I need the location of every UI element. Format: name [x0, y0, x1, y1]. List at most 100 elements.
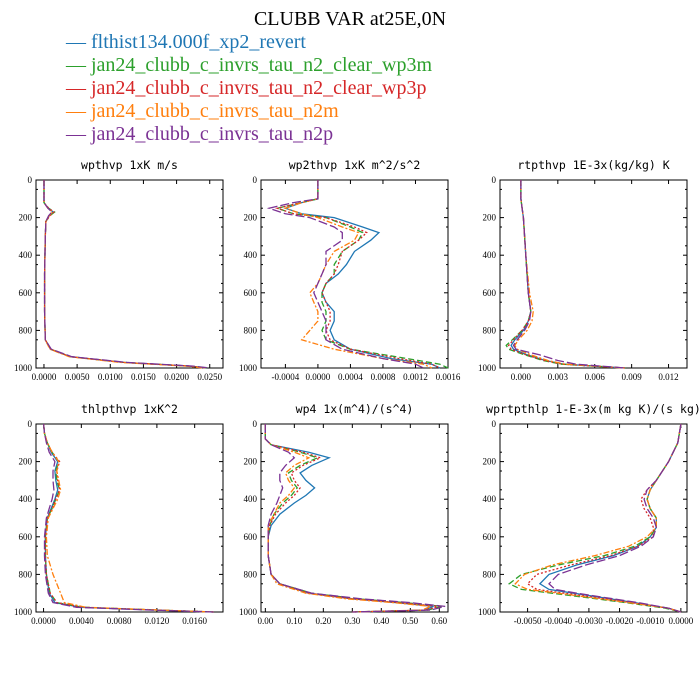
series-line [264, 424, 443, 613]
series-line [274, 180, 441, 369]
panel-title: thlpthvp 1xK^2 [81, 402, 178, 416]
legend-item: — jan24_clubb_c_invrs_tau_n2p [66, 123, 432, 146]
series-line [548, 423, 682, 613]
legend-swatch: — [66, 54, 91, 76]
y-tick-label: 200 [483, 213, 497, 223]
panel: rtpthvp 1E-3x(kg/kg) K 0 200 400 600 800 1000 0… [478, 158, 688, 382]
y-tick-label: 400 [483, 250, 497, 260]
series-line [507, 180, 626, 369]
series-line [283, 180, 441, 369]
y-tick-label: 600 [19, 288, 33, 298]
y-tick-label: 800 [244, 569, 258, 579]
x-tick-label: -0.0050 [514, 616, 542, 626]
y-tick-label: 600 [483, 288, 497, 298]
series-line [526, 423, 682, 613]
series-line [283, 180, 432, 369]
panel-frame [499, 423, 688, 613]
series-line [266, 180, 424, 369]
series-line [43, 180, 204, 369]
y-tick-label: 200 [19, 457, 33, 467]
panel-frame [260, 179, 449, 369]
y-tick-label: 1000 [239, 363, 258, 373]
y-tick-label: 1000 [239, 607, 258, 617]
x-tick-label: 0.60 [431, 616, 447, 626]
y-tick-label: 0 [28, 419, 33, 429]
panel-title: wp4 1x(m^4)/(s^4) [296, 402, 414, 416]
series-line [512, 180, 626, 369]
series-line [42, 423, 214, 613]
y-tick-label: 200 [244, 213, 258, 223]
legend-label: jan24_clubb_c_invrs_tau_n2_clear_wp3p [91, 77, 427, 99]
legend-swatch: — [66, 31, 91, 53]
x-tick-label: 0.009 [622, 372, 643, 382]
x-tick-label: 0.0012 [403, 372, 428, 382]
y-tick-label: 600 [244, 532, 258, 542]
series-line [42, 423, 214, 613]
x-tick-label: 0.30 [344, 616, 360, 626]
x-tick-label: 0.0000 [31, 616, 56, 626]
x-tick-label: 0.0040 [69, 616, 94, 626]
y-tick-label: 800 [19, 569, 33, 579]
y-tick-label: 400 [244, 250, 258, 260]
x-tick-label: 0.0008 [371, 372, 396, 382]
x-tick-label: 0.012 [658, 372, 678, 382]
legend-label: jan24_clubb_c_invrs_tau_n2p [91, 123, 334, 145]
panel: wprtpthlp 1-E-3x(m kg K)/(s kg) 0 200 400 60… [478, 402, 700, 626]
y-tick-label: 600 [483, 532, 497, 542]
y-tick-label: 800 [483, 569, 497, 579]
x-tick-label: 0.0000 [32, 372, 57, 382]
y-tick-label: 1000 [14, 363, 33, 373]
legend-label: jan24_clubb_c_invrs_tau_n2_clear_wp3m [91, 54, 433, 76]
y-tick-label: 800 [244, 325, 258, 335]
x-tick-label: 0.40 [373, 616, 389, 626]
series-line [510, 180, 626, 369]
y-tick-label: 200 [244, 457, 258, 467]
panel-title: rtpthvp 1E-3x(kg/kg) K [517, 158, 669, 172]
x-tick-label: 0.10 [286, 616, 302, 626]
x-tick-label: 0.0200 [164, 372, 189, 382]
y-tick-label: 0 [492, 175, 497, 185]
series-line [264, 424, 440, 613]
legend-swatch: — [66, 100, 91, 122]
x-tick-label: 0.0050 [65, 372, 90, 382]
legend: — flthist134.000f_xp2_revert — jan24_clu… [66, 31, 432, 146]
x-tick-label: 0.0100 [98, 372, 123, 382]
y-tick-label: 400 [19, 250, 33, 260]
series-line [264, 424, 431, 613]
chart-title: CLUBB VAR at25E,0N [253, 8, 447, 30]
x-tick-label: 0.0000 [668, 616, 693, 626]
series-line [43, 180, 207, 369]
series-line [42, 423, 214, 613]
x-tick-label: -0.0004 [272, 372, 300, 382]
x-tick-label: 0.0160 [182, 616, 207, 626]
x-tick-label: 0.0250 [197, 372, 222, 382]
x-tick-label: 0.0016 [436, 372, 461, 382]
y-tick-label: 400 [244, 494, 258, 504]
y-tick-label: 0 [253, 419, 258, 429]
y-tick-label: 0 [253, 175, 258, 185]
y-tick-label: 400 [19, 494, 33, 504]
series-line [507, 423, 682, 613]
x-tick-label: 0.0150 [131, 372, 156, 382]
y-tick-label: 1000 [14, 607, 33, 617]
legend-item: — jan24_clubb_c_invrs_tau_n2m [66, 100, 432, 123]
y-tick-label: 600 [244, 288, 258, 298]
x-tick-label: 0.00 [257, 616, 273, 626]
panel-title: wp2thvp 1xK m^2/s^2 [289, 158, 421, 172]
y-tick-label: 200 [483, 457, 497, 467]
y-tick-label: 0 [28, 175, 33, 185]
x-tick-label: 0.0000 [306, 372, 331, 382]
x-tick-label: -0.0030 [575, 616, 603, 626]
y-tick-label: 0 [492, 419, 497, 429]
y-tick-label: 1000 [478, 363, 497, 373]
y-tick-label: 800 [483, 325, 497, 335]
x-tick-label: 0.0080 [107, 616, 132, 626]
series-line [264, 424, 446, 613]
panel-frame [35, 179, 224, 369]
series-line [505, 180, 626, 369]
x-tick-label: -0.0020 [606, 616, 634, 626]
y-tick-label: 600 [19, 532, 33, 542]
